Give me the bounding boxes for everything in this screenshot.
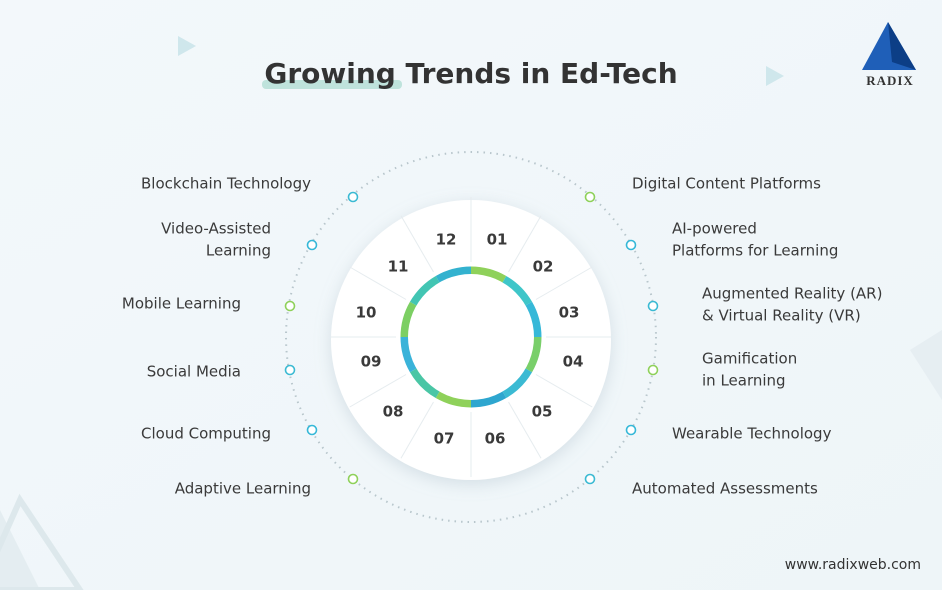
trend-number: 07 <box>434 430 455 448</box>
separator <box>535 266 593 300</box>
orbit-dot <box>625 424 637 436</box>
orbit-dot <box>347 191 359 203</box>
orbit-dot <box>284 364 296 376</box>
trend-label: Blockchain Technology <box>141 175 311 193</box>
decor-play <box>178 36 196 56</box>
separator <box>508 215 542 273</box>
trend-number: 04 <box>563 353 584 371</box>
ring-segment <box>435 266 472 283</box>
trend-number: 09 <box>361 353 382 371</box>
trend-number: 05 <box>532 403 553 421</box>
trend-number: 11 <box>388 258 409 276</box>
ring-segment <box>400 336 417 373</box>
decor <box>0 510 40 590</box>
trend-label: Video-Assisted <box>161 220 271 238</box>
ring-segment <box>409 275 440 306</box>
ring-segment <box>502 275 533 306</box>
separator <box>400 215 434 273</box>
trend-number: 03 <box>559 304 580 322</box>
orbit-dot <box>584 473 596 485</box>
ring-segment <box>470 266 507 283</box>
trend-label: Adaptive Learning <box>175 480 311 498</box>
trend-label: Automated Assessments <box>632 480 818 498</box>
orbit-dot <box>306 239 318 251</box>
trend-label: Social Media <box>147 363 241 381</box>
orbit-dot <box>284 300 296 312</box>
separator <box>400 401 434 459</box>
orbit-dot <box>347 473 359 485</box>
orbit-dot <box>647 364 659 376</box>
trend-number: 02 <box>533 258 554 276</box>
inner-disc <box>408 274 534 400</box>
title: Growing Trends in Ed-Tech <box>264 57 677 90</box>
ring-segment <box>502 368 533 399</box>
trend-label: Augmented Reality (AR) <box>702 285 882 303</box>
trend-label: Cloud Computing <box>141 425 271 443</box>
trend-number: 10 <box>356 304 377 322</box>
ring-segment <box>400 301 417 338</box>
trend-label: AI-powered <box>672 220 757 238</box>
ring-segment <box>525 301 542 338</box>
trend-label: Platforms for Learning <box>672 242 838 260</box>
dotted-orbit <box>285 151 657 523</box>
orbit-dot <box>647 300 659 312</box>
trend-number: 12 <box>436 231 457 249</box>
separator <box>535 374 593 408</box>
orbit-dot <box>584 191 596 203</box>
trend-label: Wearable Technology <box>672 425 832 443</box>
trend-number: 06 <box>485 430 506 448</box>
separator <box>508 401 542 459</box>
orbit-dot <box>306 424 318 436</box>
logo-text: RADIX <box>866 73 914 88</box>
decor <box>910 330 942 400</box>
ring-segment <box>435 391 472 408</box>
website: www.radixweb.com <box>785 557 921 573</box>
decor <box>0 493 84 590</box>
separator <box>349 266 407 300</box>
title-highlight <box>262 80 402 89</box>
trend-number: 08 <box>383 403 404 421</box>
trend-label: & Virtual Reality (VR) <box>702 307 861 325</box>
trend-label: in Learning <box>702 372 786 390</box>
trend-number: 01 <box>487 231 508 249</box>
decor-play <box>766 66 784 86</box>
separator <box>349 374 407 408</box>
trend-label: Digital Content Platforms <box>632 175 821 193</box>
ring-segment <box>409 368 440 399</box>
ring-segment <box>525 336 542 373</box>
trend-label: Gamification <box>702 350 797 368</box>
logo-icon <box>888 22 916 70</box>
ring-segment <box>470 391 507 408</box>
orbit-dot <box>625 239 637 251</box>
trend-label: Mobile Learning <box>122 295 241 313</box>
trend-label: Learning <box>206 242 271 260</box>
